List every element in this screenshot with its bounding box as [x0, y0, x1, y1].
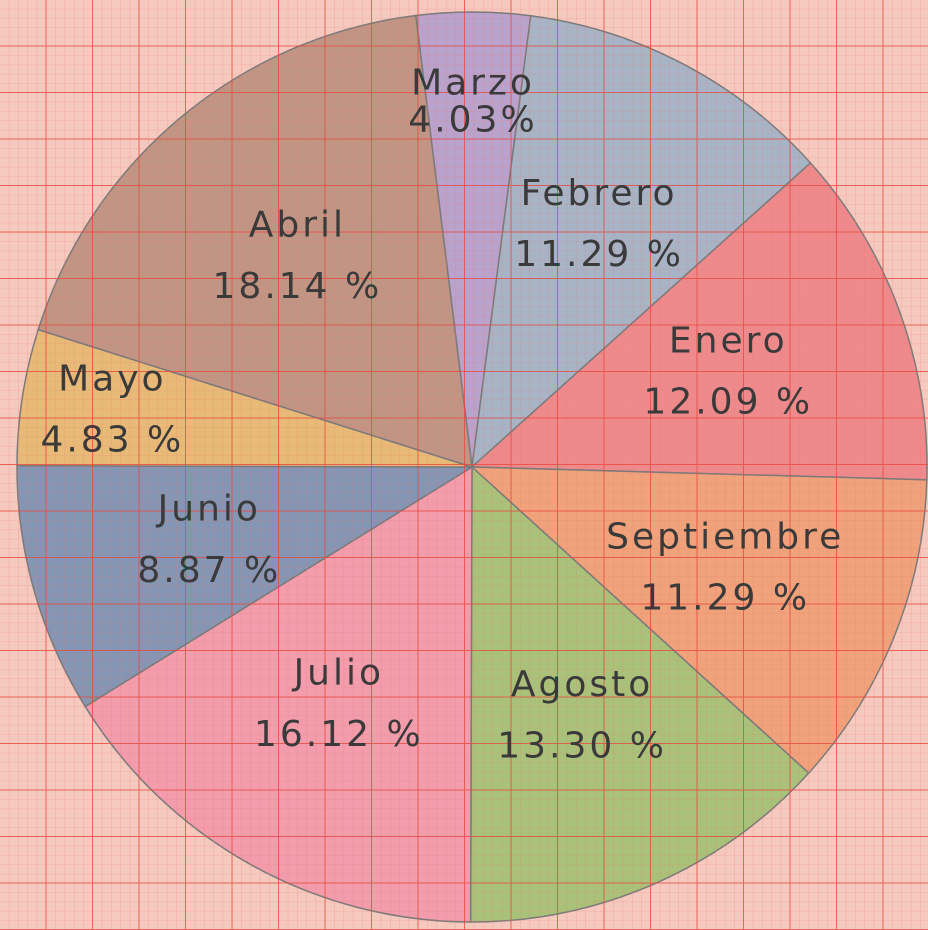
slice-value: 8.87 % [137, 550, 281, 591]
slice-name: Agosto [511, 664, 653, 705]
chart: Marzo4.03% Febrero 11.29 % Enero 12.09 % Sept… [0, 0, 928, 930]
slice-value: 11.29 % [514, 234, 684, 275]
slice-value: 12.09 % [643, 382, 813, 423]
slice-value: 16.12 % [254, 714, 424, 755]
slice-value: 13.30 % [497, 725, 667, 766]
slice-name: Mayo [58, 358, 166, 399]
slice-name: Septiembre [606, 516, 844, 557]
slice-name: Marzo [411, 62, 535, 103]
slice-value: 4.03% [408, 100, 537, 141]
pie [17, 12, 927, 922]
slice-value: 4.83 % [40, 419, 184, 460]
slice-name: Febrero [521, 173, 678, 214]
slice-name: Junio [156, 489, 261, 530]
slice-name: Julio [292, 653, 384, 694]
slice-value: 18.14 % [213, 266, 383, 307]
slice-value: 11.29 % [640, 578, 810, 619]
slice-name: Enero [669, 320, 788, 361]
slice-name: Abril [249, 205, 346, 246]
